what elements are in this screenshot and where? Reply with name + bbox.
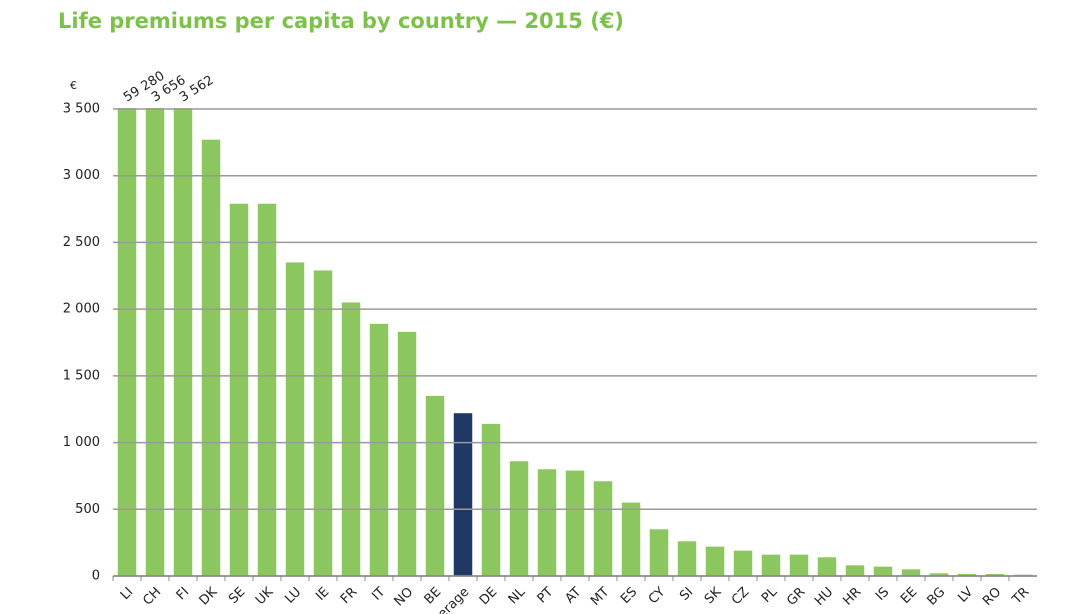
bar xyxy=(117,108,137,576)
bar xyxy=(257,203,277,576)
y-tick-label: 2 000 xyxy=(63,302,100,317)
x-tick-label: PL xyxy=(759,584,781,606)
x-tick-label: UK xyxy=(253,584,277,608)
x-tick-label: SE xyxy=(226,585,248,607)
y-tick-label: 3 500 xyxy=(63,102,100,117)
x-tick-label: LI xyxy=(118,585,136,603)
y-tick-label: 1 000 xyxy=(63,435,100,450)
x-tick-label: LU xyxy=(282,585,304,607)
bars xyxy=(117,108,1033,577)
chart-title: Life premiums per capita by country — 20… xyxy=(58,9,624,33)
x-tick-label: SK xyxy=(702,584,725,607)
bar xyxy=(593,481,613,576)
y-unit: € xyxy=(70,79,77,92)
bar xyxy=(537,469,557,576)
x-tick-label: DE xyxy=(477,585,501,609)
y-tick-label: 2 500 xyxy=(63,235,100,250)
bar xyxy=(761,554,781,576)
bar xyxy=(621,502,641,576)
x-tick-label: LV xyxy=(955,585,976,606)
x-tick-label: IS xyxy=(873,585,892,604)
bar xyxy=(285,262,305,576)
x-tick-label: DK xyxy=(197,584,221,608)
bar xyxy=(873,566,893,576)
x-tick-label: FR xyxy=(338,585,360,607)
x-tick-label: TR xyxy=(1009,585,1032,608)
x-tick-label: BG xyxy=(924,585,948,609)
bar xyxy=(705,546,725,576)
y-tick-label: 3 000 xyxy=(63,168,100,183)
x-tick-label: IE xyxy=(313,585,332,604)
x-tick-label: CY xyxy=(646,585,669,608)
bar xyxy=(817,557,837,576)
bar xyxy=(425,395,445,576)
x-tick-label: ES xyxy=(618,585,640,607)
x-tick-label: CH xyxy=(140,585,164,609)
x-tick-label: MT xyxy=(588,585,612,609)
x-tick-label: CZ xyxy=(729,585,752,608)
x-tick-label: RO xyxy=(980,585,1004,609)
bar xyxy=(313,270,333,576)
x-tick-label: HR xyxy=(840,585,864,609)
x-tick-label: AT xyxy=(563,585,585,607)
bar xyxy=(845,565,865,576)
bar xyxy=(341,302,361,576)
bar xyxy=(173,108,193,577)
y-tick-label: 500 xyxy=(75,502,100,517)
bar xyxy=(901,569,921,576)
y-tick-label: 1 500 xyxy=(63,368,100,383)
bar xyxy=(565,470,585,576)
bar xyxy=(369,323,389,576)
bar xyxy=(201,139,221,576)
bar xyxy=(733,550,753,576)
bar xyxy=(677,541,697,576)
y-tick-label: 0 xyxy=(92,569,100,584)
bar xyxy=(229,203,249,576)
x-tick-label: BE xyxy=(422,585,445,608)
bar xyxy=(509,461,529,576)
x-tick-label: NO xyxy=(392,585,417,610)
bar xyxy=(397,331,417,576)
bar xyxy=(145,108,165,576)
x-tick-label: PT xyxy=(535,585,557,607)
bar xyxy=(985,573,1005,576)
x-tick-label: GR xyxy=(784,585,808,609)
bar xyxy=(929,573,949,576)
x-tick-label: EE xyxy=(898,585,920,607)
x-tick-label: IT xyxy=(369,585,388,604)
bar xyxy=(957,573,977,576)
x-tick-label: HU xyxy=(812,585,836,609)
bar xyxy=(453,413,473,576)
x-tick-label: SI xyxy=(677,585,696,604)
bar xyxy=(481,423,501,576)
x-tick-label: NL xyxy=(506,584,529,607)
bar xyxy=(789,554,809,576)
x-tick-label: FI xyxy=(174,585,193,604)
bar xyxy=(649,529,669,576)
